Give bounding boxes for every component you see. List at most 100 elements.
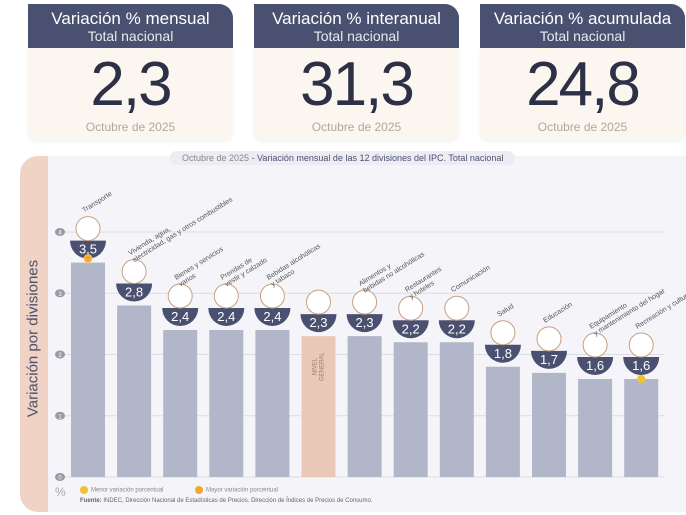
- y-tick-marker: [55, 473, 65, 481]
- category-label: Salud: [496, 303, 515, 318]
- value-label: 1,8: [494, 346, 512, 361]
- y-tick-label: 3: [58, 292, 62, 298]
- bar: [71, 262, 105, 477]
- card-title: Variación % acumulada: [493, 9, 672, 28]
- min-dot: [637, 375, 646, 383]
- value-badge: [531, 350, 567, 369]
- value-label: 2,2: [402, 321, 420, 336]
- value-label: 1,6: [632, 358, 650, 373]
- card-subtitle: Total nacional: [539, 28, 626, 44]
- category-label: Restaurantesy hoteles: [404, 266, 448, 301]
- division-icon: [306, 289, 331, 315]
- card-value: 2,3: [90, 50, 172, 119]
- value-badge: [484, 344, 521, 363]
- category-label: Bebidas alcohólicasy tabaco: [266, 243, 327, 289]
- bar: [347, 336, 382, 477]
- legend-min-label: Menor variación porcentual: [91, 487, 164, 494]
- value-label: 2,2: [448, 321, 466, 336]
- value-badge: [208, 308, 245, 326]
- card-date: Octubre de 2025: [311, 120, 402, 134]
- value-label: 1,6: [586, 358, 604, 373]
- bar: [117, 305, 152, 477]
- card-title: Variación % mensual: [51, 9, 210, 28]
- division-icon: [490, 320, 516, 346]
- value-badge: [577, 357, 614, 375]
- source-note: Fuente: INDEC, Dirección Nacional de Est…: [80, 498, 372, 504]
- card-value: 31,3: [300, 50, 415, 119]
- value-badge: [254, 308, 291, 326]
- card-date: Octubre de 2025: [85, 120, 176, 134]
- value-badge: [438, 320, 475, 339]
- bar: [301, 336, 336, 477]
- card-value: 24,8: [526, 50, 641, 119]
- division-icon: [75, 216, 101, 242]
- bar: [255, 330, 290, 477]
- division-icon: [628, 332, 654, 358]
- value-badge: [346, 314, 383, 333]
- division-icon: [213, 283, 239, 309]
- value-label: 2,4: [171, 309, 189, 324]
- value-badge: [300, 314, 337, 333]
- bar: [439, 342, 474, 477]
- value-label: 2,3: [356, 315, 374, 330]
- value-label: 2,4: [263, 309, 281, 324]
- y-tick-label: 2: [58, 353, 62, 359]
- bar: [163, 330, 198, 477]
- category-label: Comunicación: [450, 264, 491, 293]
- y-tick-label: 1: [58, 414, 62, 420]
- division-icon: [582, 332, 608, 358]
- y-tick-marker: [55, 411, 65, 420]
- division-icon: [398, 295, 424, 321]
- value-label: 1,7: [540, 352, 558, 367]
- card-accumulated: Variación % acumulada Total nacional 24,8…: [480, 4, 685, 141]
- bar: [485, 366, 520, 477]
- value-label: 3,5: [79, 242, 97, 257]
- value-badge: [116, 283, 153, 302]
- card-title: Variación % interanual: [272, 9, 441, 28]
- y-tick-marker: [55, 289, 65, 298]
- category-label: Equipamientoy mantenimiento del hogar: [588, 281, 666, 338]
- legend-max-label: Mayor variación porcentual: [206, 487, 279, 494]
- division-icon: [121, 259, 147, 284]
- bar: [532, 372, 566, 477]
- legend-min-dot: [80, 486, 88, 494]
- value-badge: [623, 357, 660, 375]
- y-tick-marker: [55, 228, 65, 236]
- legend-max-dot: [195, 486, 203, 494]
- card-yearly: Variación % interanual Total nacional 31,…: [254, 4, 459, 141]
- value-label: 2,8: [125, 285, 143, 300]
- y-tick-label: 0: [58, 476, 62, 482]
- category-label: Transporte: [81, 191, 113, 215]
- bar: [624, 379, 659, 477]
- division-icon: [259, 283, 285, 309]
- card-subtitle: Total nacional: [313, 28, 400, 44]
- value-label: 2,3: [309, 315, 327, 330]
- source-label: Fuente:: [80, 498, 102, 504]
- division-icon: [167, 283, 193, 309]
- category-label: Educación: [542, 301, 574, 324]
- division-icon: [352, 289, 378, 315]
- y-tick-marker: [55, 350, 65, 359]
- bar: [578, 379, 613, 477]
- bar: [393, 342, 428, 477]
- chart-title: Octubre de 2025 - Variación mensual de l…: [170, 151, 516, 165]
- legend-min: Menor variación porcentual: [80, 486, 163, 494]
- card-date: Octubre de 2025: [537, 120, 628, 134]
- category-label: Prendas devestir y calzado: [220, 250, 269, 288]
- chart-title-date: Octubre de 2025: [182, 153, 250, 163]
- bar-label-general: NIVELGENERAL: [313, 352, 326, 381]
- card-subtitle: Total nacional: [87, 28, 174, 44]
- value-label: 2,4: [217, 309, 235, 324]
- value-badge: [70, 240, 106, 259]
- category-label: Bienes y serviciosvarios: [174, 246, 230, 289]
- value-badge: [392, 320, 429, 339]
- legend-max: Mayor variación porcentual: [195, 486, 278, 494]
- y-tick-label: 4: [58, 231, 62, 237]
- division-icon: [536, 326, 562, 352]
- card-monthly: Variación % mensual Total nacional 2,3 Oct…: [28, 4, 233, 141]
- y-unit: %: [55, 485, 66, 499]
- chart-title-text: - Variación mensual de las 12 divisiones…: [249, 153, 504, 163]
- source-text: INDEC, Dirección Nacional de Estadística…: [101, 498, 373, 504]
- bar: [209, 330, 244, 477]
